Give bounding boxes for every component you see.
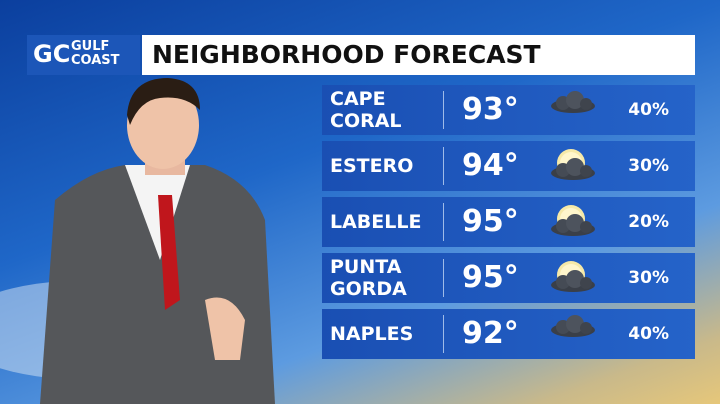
city-line: CORAL xyxy=(330,110,402,132)
temperature: 95° xyxy=(462,260,519,295)
city-line: PUNTA xyxy=(330,256,402,278)
city-name: ESTERO xyxy=(330,141,413,191)
logo-mark: GC xyxy=(33,40,71,68)
rain-chance: 40% xyxy=(628,324,669,344)
forecast-row: ESTERO 94° 30% xyxy=(322,141,695,191)
rain-chance: 20% xyxy=(628,212,669,232)
forecast-row: PUNTA GORDA 95° 30% xyxy=(322,253,695,303)
forecast-row: CAPE CORAL 93° 40% xyxy=(322,85,695,135)
temperature: 93° xyxy=(462,92,519,127)
city-line: NAPLES xyxy=(330,323,414,345)
station-logo: GC GULF COAST xyxy=(27,35,140,75)
city-line: CAPE xyxy=(330,88,386,110)
weather-icon xyxy=(551,261,595,292)
city-name: NAPLES xyxy=(330,309,413,359)
city-line: ESTERO xyxy=(330,155,414,177)
city-line: LABELLE xyxy=(330,211,422,233)
rain-chance: 30% xyxy=(628,268,669,288)
forecast-row: NAPLES 92° 40% xyxy=(322,309,695,359)
divider xyxy=(443,147,444,185)
rain-chance: 40% xyxy=(628,100,669,120)
weather-icon xyxy=(551,91,595,113)
logo-text: GULF xyxy=(71,39,110,54)
forecast-row: LABELLE 95° 20% xyxy=(322,197,695,247)
divider xyxy=(443,259,444,297)
logo-text: COAST xyxy=(71,53,120,68)
divider xyxy=(443,203,444,241)
rain-chance: 30% xyxy=(628,156,669,176)
temperature: 95° xyxy=(462,204,519,239)
city-name: LABELLE xyxy=(330,197,421,247)
city-name: CAPE CORAL xyxy=(330,85,402,135)
title-bar: NEIGHBORHOOD FORECAST xyxy=(142,35,695,75)
city-line: GORDA xyxy=(330,278,407,300)
divider xyxy=(443,315,444,353)
divider xyxy=(443,91,444,129)
temperature: 92° xyxy=(462,316,519,351)
weather-icon xyxy=(551,149,595,180)
weather-icon xyxy=(551,315,595,337)
temperature: 94° xyxy=(462,148,519,183)
weather-icon xyxy=(551,205,595,236)
city-name: PUNTA GORDA xyxy=(330,253,407,303)
